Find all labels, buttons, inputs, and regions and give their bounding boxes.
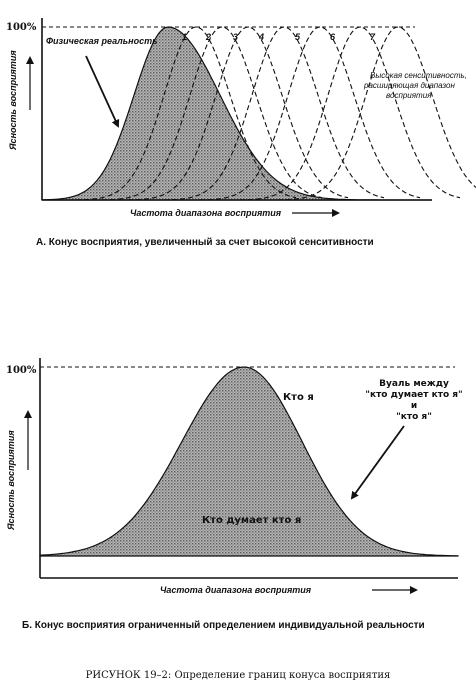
curve-number-labels: 1 2 3 4 5 6 7 xyxy=(182,32,376,42)
sensitivity-curve-6 xyxy=(240,26,461,201)
high-sensitivity-label: Высокая сенситивность, расширяющая диапа… xyxy=(363,71,467,100)
figure-caption: РИСУНОК 19–2: Определение границ конуса … xyxy=(86,670,391,681)
curve-number-5: 5 xyxy=(295,32,301,42)
sensitivity-curve-5 xyxy=(200,26,421,201)
physical-reality-pointer xyxy=(85,55,120,128)
veil-label: Вуаль между "кто думает кто я" и "кто я" xyxy=(365,379,462,422)
a-caption: А. Конус восприятия, увеличенный за счет… xyxy=(36,237,374,248)
sensitivity-curve-2 xyxy=(102,26,323,201)
veil-line-4: "кто я" xyxy=(396,412,432,422)
veil-pointer xyxy=(350,425,405,500)
figure-a: 100% Ясность восприятия Физическая реаль… xyxy=(6,18,476,248)
curve-number-7: 7 xyxy=(370,32,376,42)
physical-reality-bell xyxy=(41,26,432,201)
a-x-axis-label: Частота диапазона восприятия xyxy=(130,208,282,218)
curve-number-3: 3 xyxy=(233,32,238,42)
veil-line-2: "кто думает кто я" xyxy=(365,390,462,400)
sensitivity-curve-3 xyxy=(128,26,349,201)
physical-reality-label: Физическая реальность xyxy=(46,36,157,46)
curve-number-2: 2 xyxy=(205,32,211,42)
high-sensitivity-line-2: расширяющая диапазон xyxy=(363,81,455,90)
veil-line-1: Вуаль между xyxy=(379,379,449,389)
high-sensitivity-line-3: восприятия xyxy=(386,91,432,100)
sensitivity-curve-1 xyxy=(76,26,297,201)
a-y-top-label: 100% xyxy=(6,22,37,33)
sensitivity-curves xyxy=(76,26,476,201)
perception-cone-bell xyxy=(39,366,459,557)
b-y-axis-label: Ясность восприятия xyxy=(6,430,16,531)
veil-line-3: и xyxy=(411,401,417,411)
who-i-am-label: Кто я xyxy=(283,392,314,403)
b-x-axis-label: Частота диапазона восприятия xyxy=(160,585,312,595)
who-thinks-label: Кто думает кто я xyxy=(202,515,301,526)
curve-number-1: 1 xyxy=(182,32,187,42)
b-y-top-label: 100% xyxy=(6,365,37,376)
b-caption: Б. Конус восприятия ограниченный определ… xyxy=(22,620,425,631)
high-sensitivity-line-1: Высокая сенситивность, xyxy=(370,71,467,80)
a-y-axis-label: Ясность восприятия xyxy=(8,50,18,151)
sensitivity-curve-4 xyxy=(164,26,385,201)
curve-number-6: 6 xyxy=(330,32,336,42)
sensitivity-curve-7 xyxy=(278,26,476,201)
curve-number-4: 4 xyxy=(258,32,264,42)
figure-b: 100% Ясность восприятия Частота диапазон… xyxy=(6,358,463,631)
